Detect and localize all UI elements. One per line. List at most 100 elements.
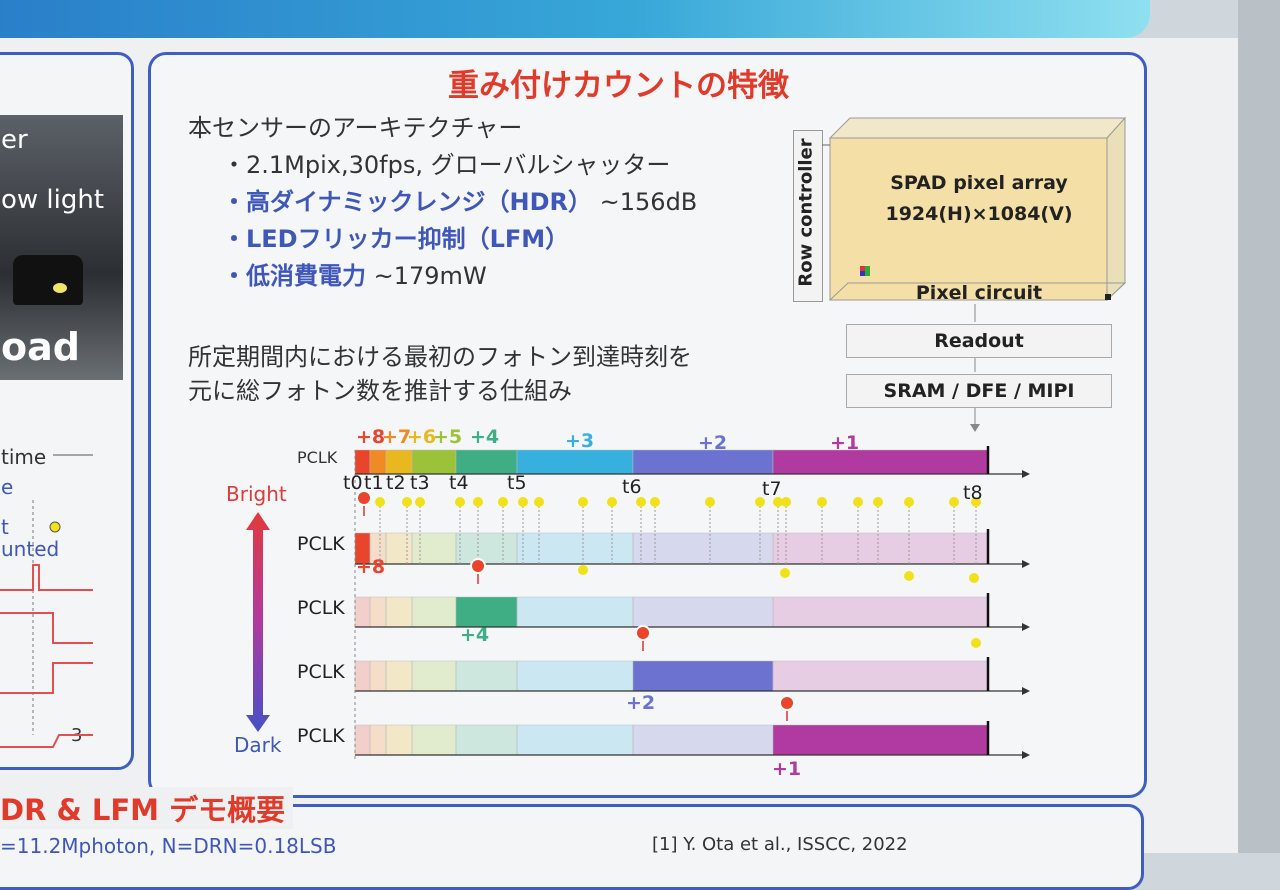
tick-t3: t3	[410, 472, 430, 494]
photon-dot-1	[402, 497, 412, 507]
tick-t4: t4	[449, 472, 469, 494]
description-line-2: 元に総フォトン数を推計する仕組み	[188, 377, 572, 405]
weight-plus3: +3	[565, 430, 595, 452]
segment-row0-1	[369, 449, 387, 475]
segment-row3-0	[354, 660, 371, 692]
sram-dfe-mipi-box: SRAM / DFE / MIPI	[846, 374, 1112, 408]
photon-dot-0	[375, 497, 385, 507]
left-text-2: ow light	[1, 185, 105, 215]
segment-row0-7	[772, 449, 989, 475]
photon-dot-13	[755, 497, 765, 507]
segment-row0-4	[455, 449, 518, 475]
pclk-label-row-3: PCLK	[297, 661, 345, 683]
photon-dot-18	[873, 497, 883, 507]
segment-row2-0	[354, 596, 371, 628]
segment-row4-1	[369, 724, 387, 756]
segment-row3-2	[385, 660, 413, 692]
top-banner	[0, 0, 1150, 38]
segment-row3-5	[516, 660, 634, 692]
bullet-lfm: ・LEDフリッカー抑制（LFM）	[222, 225, 570, 253]
segment-row4-6	[632, 724, 774, 756]
left-text-7: unted	[1, 537, 60, 561]
axis-arrow-row2	[1022, 623, 1030, 631]
tick-t8: t8	[963, 482, 983, 504]
bright-label: Bright	[226, 482, 287, 506]
photon-dot-19	[904, 497, 914, 507]
segment-row1-5	[516, 532, 634, 565]
photon-dot-20	[949, 497, 959, 507]
photon-dot-b-0	[578, 565, 588, 575]
segment-row2-2	[385, 596, 413, 628]
bullet-power-value: ~179mW	[373, 262, 487, 290]
pclk-label-row-2: PCLK	[297, 597, 345, 619]
right-edge-strip	[1238, 0, 1280, 853]
photon-dot-16	[817, 497, 827, 507]
block-diagram-svg	[822, 116, 1127, 432]
spad-array-label-1: SPAD pixel array	[890, 172, 1068, 194]
headlight-icon	[53, 283, 67, 293]
left-text-4: time	[1, 445, 47, 469]
photon-dot-b-3	[969, 573, 979, 583]
road-photo	[0, 115, 123, 380]
axis-arrow-row3	[1022, 687, 1030, 695]
pclk-label-top: PCLK	[297, 448, 338, 467]
left-timing-svg	[0, 454, 93, 748]
photon-dot-4	[473, 497, 483, 507]
pclk-label-row-4: PCLK	[297, 725, 345, 747]
photon-dot-6	[518, 497, 528, 507]
photon-dot-7	[534, 497, 544, 507]
bullet-hdr-value: ~156dB	[599, 188, 698, 216]
segment-row4-4	[455, 724, 518, 756]
tick-t7: t7	[762, 478, 782, 500]
segment-row0-5	[516, 449, 634, 475]
photon-dot-b-1	[780, 568, 790, 578]
row4-result: +1	[772, 758, 802, 780]
photon-dot-2	[415, 497, 425, 507]
pixel-circuit-label: Pixel circuit	[915, 282, 1043, 304]
segment-row0-6	[632, 449, 774, 475]
left-text-5: e	[1, 475, 14, 499]
photon-dot-b-4	[971, 638, 981, 648]
segment-row2-7	[772, 596, 989, 628]
tick-t5: t5	[507, 472, 527, 494]
photon-dot-5	[498, 497, 508, 507]
bullet-hdr: ・高ダイナミックレンジ（HDR） ~156dB	[222, 182, 697, 217]
tick-t2: t2	[386, 472, 406, 494]
segment-row4-0	[354, 724, 371, 756]
segment-row1-7	[772, 532, 989, 565]
photon-dot-9	[607, 497, 617, 507]
left-text-1: er	[1, 125, 28, 155]
row1-result: +8	[356, 556, 386, 578]
segment-row1-6	[632, 532, 774, 565]
bullet-resolution: ・2.1Mpix,30fps, グローバルシャッター	[222, 151, 671, 179]
photon-dot-12	[705, 497, 715, 507]
left-text-3: oad	[1, 325, 80, 369]
row2-result: +4	[460, 624, 490, 646]
dark-label: Dark	[234, 733, 282, 757]
segment-row2-1	[369, 596, 387, 628]
photon-dot-8	[578, 497, 588, 507]
description-line-1: 所定期間内における最初のフォトン到達時刻を	[188, 343, 692, 371]
car-icon	[13, 255, 83, 305]
readout-box: Readout	[846, 324, 1112, 358]
tick-t6: t6	[622, 476, 642, 498]
segment-row0-0	[354, 449, 371, 475]
photon-dot-17	[853, 497, 863, 507]
weight-plus8: +8	[356, 426, 386, 448]
segment-row3-3	[411, 660, 457, 692]
first-photon-pin-2	[635, 625, 651, 641]
first-photon-pin-1	[470, 558, 486, 574]
demo-heading: DR & LFM デモ概要	[0, 787, 294, 829]
demo-formula: =11.2Mphoton, N=DRN=0.18LSB	[0, 834, 337, 858]
axis-arrow-row4	[1022, 751, 1030, 759]
segment-row4-2	[385, 724, 413, 756]
segment-row0-2	[385, 449, 413, 475]
segment-row2-4	[455, 596, 518, 628]
weight-plus6: +6	[407, 426, 437, 448]
segment-row3-6	[632, 660, 774, 692]
segment-row1-2	[385, 532, 413, 565]
segment-row1-3	[411, 532, 457, 565]
segment-row2-6	[632, 596, 774, 628]
segment-row4-5	[516, 724, 634, 756]
timing-diagram	[246, 446, 1030, 760]
